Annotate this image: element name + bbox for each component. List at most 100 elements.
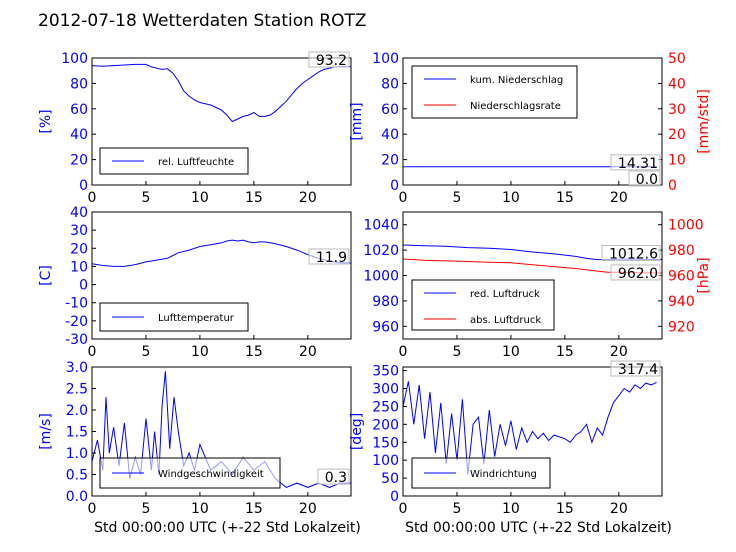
wind_direction-ytick-label: 0 bbox=[390, 489, 399, 505]
panel-wind_speed: 0 5 10 15 20 0.0 0.5 1.0 1.5 2.0 2.5 3.0 [m/s] Std 00… bbox=[38, 360, 361, 536]
precipitation-ytick-label: 40 bbox=[381, 127, 399, 143]
wind_speed-ytick-label: 2.0 bbox=[66, 403, 88, 419]
pressure-ytick-label: 1020 bbox=[363, 243, 399, 259]
precipitation-ytick-label: 0 bbox=[390, 178, 399, 194]
precipitation-last-value-box bbox=[610, 154, 661, 171]
wind_speed-legend-entry: Windgeschwindigkeit bbox=[158, 469, 264, 480]
pressure-last-value-label: 1012.6 bbox=[609, 246, 658, 262]
wind_direction-ytick-label: 250 bbox=[372, 399, 399, 415]
precipitation-ytick-right-label: 30 bbox=[668, 102, 686, 118]
wind_direction-xtick-label: 0 bbox=[399, 501, 408, 517]
pressure-ytick-right-label: 940 bbox=[668, 294, 695, 310]
precipitation-ytick-right-label: 40 bbox=[668, 76, 686, 92]
pressure-ylabel-right: [hPa] bbox=[696, 257, 712, 293]
wind_speed-ytick-label: 0.5 bbox=[66, 468, 88, 484]
wind_direction-series-line-0 bbox=[402, 381, 657, 475]
humidity-ylabel: [%] bbox=[38, 109, 54, 133]
wind_speed-xtick-label: 5 bbox=[141, 501, 150, 517]
precipitation-xtick-label: 10 bbox=[502, 190, 520, 206]
pressure-ytick-label: 1040 bbox=[363, 218, 399, 234]
wind_direction-axes-frame bbox=[402, 366, 663, 497]
temperature-ylabel: [C] bbox=[38, 265, 54, 286]
wind_direction-xtick-label: 10 bbox=[502, 501, 520, 517]
humidity-xtick-label: 10 bbox=[191, 190, 209, 206]
humidity-ytick-label: 20 bbox=[70, 153, 88, 169]
wind_speed-ytick-label: 3.0 bbox=[66, 360, 88, 376]
pressure-ytick-label: 980 bbox=[372, 294, 399, 310]
temperature-legend-entry: Lufttemperatur bbox=[158, 313, 235, 324]
temperature-axes-frame bbox=[91, 211, 352, 340]
precipitation-legend-entry: kum. Niederschlag bbox=[470, 75, 563, 86]
humidity-xtick-label: 15 bbox=[245, 190, 263, 206]
wind_speed-ylabel: [m/s] bbox=[38, 413, 54, 450]
wind_direction-ytick-label: 50 bbox=[381, 471, 399, 487]
humidity-axes-frame bbox=[91, 57, 352, 186]
humidity-xtick-label: 20 bbox=[299, 190, 317, 206]
pressure-xtick-label: 0 bbox=[399, 344, 408, 360]
precipitation-ytick-right-label: 20 bbox=[668, 127, 686, 143]
wind_direction-xtick-label: 5 bbox=[452, 501, 461, 517]
pressure-last-value-box bbox=[610, 264, 661, 281]
precipitation-ylabel: [mm] bbox=[349, 102, 365, 140]
wind_direction-ytick-label: 300 bbox=[372, 382, 399, 398]
humidity-ytick-label: 100 bbox=[61, 51, 88, 67]
wind_direction-ylabel: [deg] bbox=[349, 413, 365, 450]
temperature-last-value-label: 11.9 bbox=[316, 250, 347, 266]
temperature-ytick-label: -10 bbox=[65, 296, 88, 312]
humidity-ytick-label: 40 bbox=[70, 127, 88, 143]
temperature-ytick-label: 0 bbox=[79, 278, 88, 294]
panel-humidity: 0 5 10 15 20 0 20 40 60 80 100 [%] rel. Luftfeuchte 9… bbox=[38, 51, 352, 206]
temperature-xtick-label: 20 bbox=[299, 344, 317, 360]
precipitation-ytick-label: 100 bbox=[372, 51, 399, 67]
pressure-ytick-label: 960 bbox=[372, 319, 399, 335]
wind_speed-last-value-label: 0.3 bbox=[325, 470, 347, 486]
humidity-ytick-label: 80 bbox=[70, 76, 88, 92]
wind_speed-last-value-box bbox=[317, 468, 350, 485]
pressure-legend-entry: abs. Luftdruck bbox=[470, 315, 541, 326]
wind_speed-ytick-label: 1.5 bbox=[66, 425, 88, 441]
temperature-ytick-label: 20 bbox=[70, 241, 88, 257]
wind_speed-series-line-0 bbox=[91, 371, 351, 488]
humidity-ytick-label: 60 bbox=[70, 102, 88, 118]
wind_speed-ytick-label: 2.5 bbox=[66, 382, 88, 398]
wind_direction-last-value-label: 317.4 bbox=[618, 362, 658, 378]
temperature-ytick-label: -30 bbox=[65, 332, 88, 348]
wind_direction-ytick-label: 150 bbox=[372, 435, 399, 451]
wind_direction-ytick-label: 200 bbox=[372, 417, 399, 433]
wind_direction-xtick-label: 15 bbox=[556, 501, 574, 517]
precipitation-xtick-label: 15 bbox=[556, 190, 574, 206]
wind_speed-xtick-label: 0 bbox=[88, 501, 97, 517]
precipitation-ylabel-right: [mm/std] bbox=[696, 89, 712, 154]
pressure-ytick-right-label: 960 bbox=[668, 269, 695, 285]
humidity-xtick-label: 5 bbox=[141, 190, 150, 206]
temperature-ytick-label: 10 bbox=[70, 259, 88, 275]
wind_speed-ytick-label: 1.0 bbox=[66, 446, 88, 462]
wind_direction-xlabel: Std 00:00:00 UTC (+-22 Std Lokalzeit) bbox=[405, 520, 672, 536]
temperature-xtick-label: 0 bbox=[88, 344, 97, 360]
pressure-ytick-right-label: 920 bbox=[668, 319, 695, 335]
pressure-last-value-box bbox=[601, 244, 661, 261]
wind_direction-legend-entry: Windrichtung bbox=[470, 469, 537, 480]
pressure-last-value-label: 962.0 bbox=[618, 266, 658, 282]
temperature-last-value-box bbox=[308, 248, 350, 265]
temperature-ytick-label: -20 bbox=[65, 314, 88, 330]
precipitation-xtick-label: 20 bbox=[610, 190, 628, 206]
precipitation-xtick-label: 5 bbox=[452, 190, 461, 206]
temperature-xtick-label: 15 bbox=[245, 344, 263, 360]
temperature-xtick-label: 5 bbox=[141, 344, 150, 360]
wind_speed-xtick-label: 15 bbox=[245, 501, 263, 517]
precipitation-ytick-right-label: 10 bbox=[668, 153, 686, 169]
wind_speed-xlabel: Std 00:00:00 UTC (+-22 Std Lokalzeit) bbox=[94, 520, 361, 536]
temperature-series-line-0 bbox=[91, 239, 352, 267]
pressure-xtick-label: 10 bbox=[502, 344, 520, 360]
humidity-last-value-box bbox=[308, 51, 350, 68]
pressure-ytick-label: 1000 bbox=[363, 269, 399, 285]
wind_direction-xtick-label: 20 bbox=[610, 501, 628, 517]
precipitation-axes-frame bbox=[402, 57, 663, 186]
pressure-legend-entry: red. Luftdruck bbox=[470, 289, 540, 300]
precipitation-ytick-label: 80 bbox=[381, 76, 399, 92]
humidity-ytick-label: 0 bbox=[79, 178, 88, 194]
humidity-xtick-label: 0 bbox=[88, 190, 97, 206]
pressure-ytick-right-label: 1000 bbox=[668, 218, 704, 234]
precipitation-ytick-right-label: 0 bbox=[668, 178, 677, 194]
